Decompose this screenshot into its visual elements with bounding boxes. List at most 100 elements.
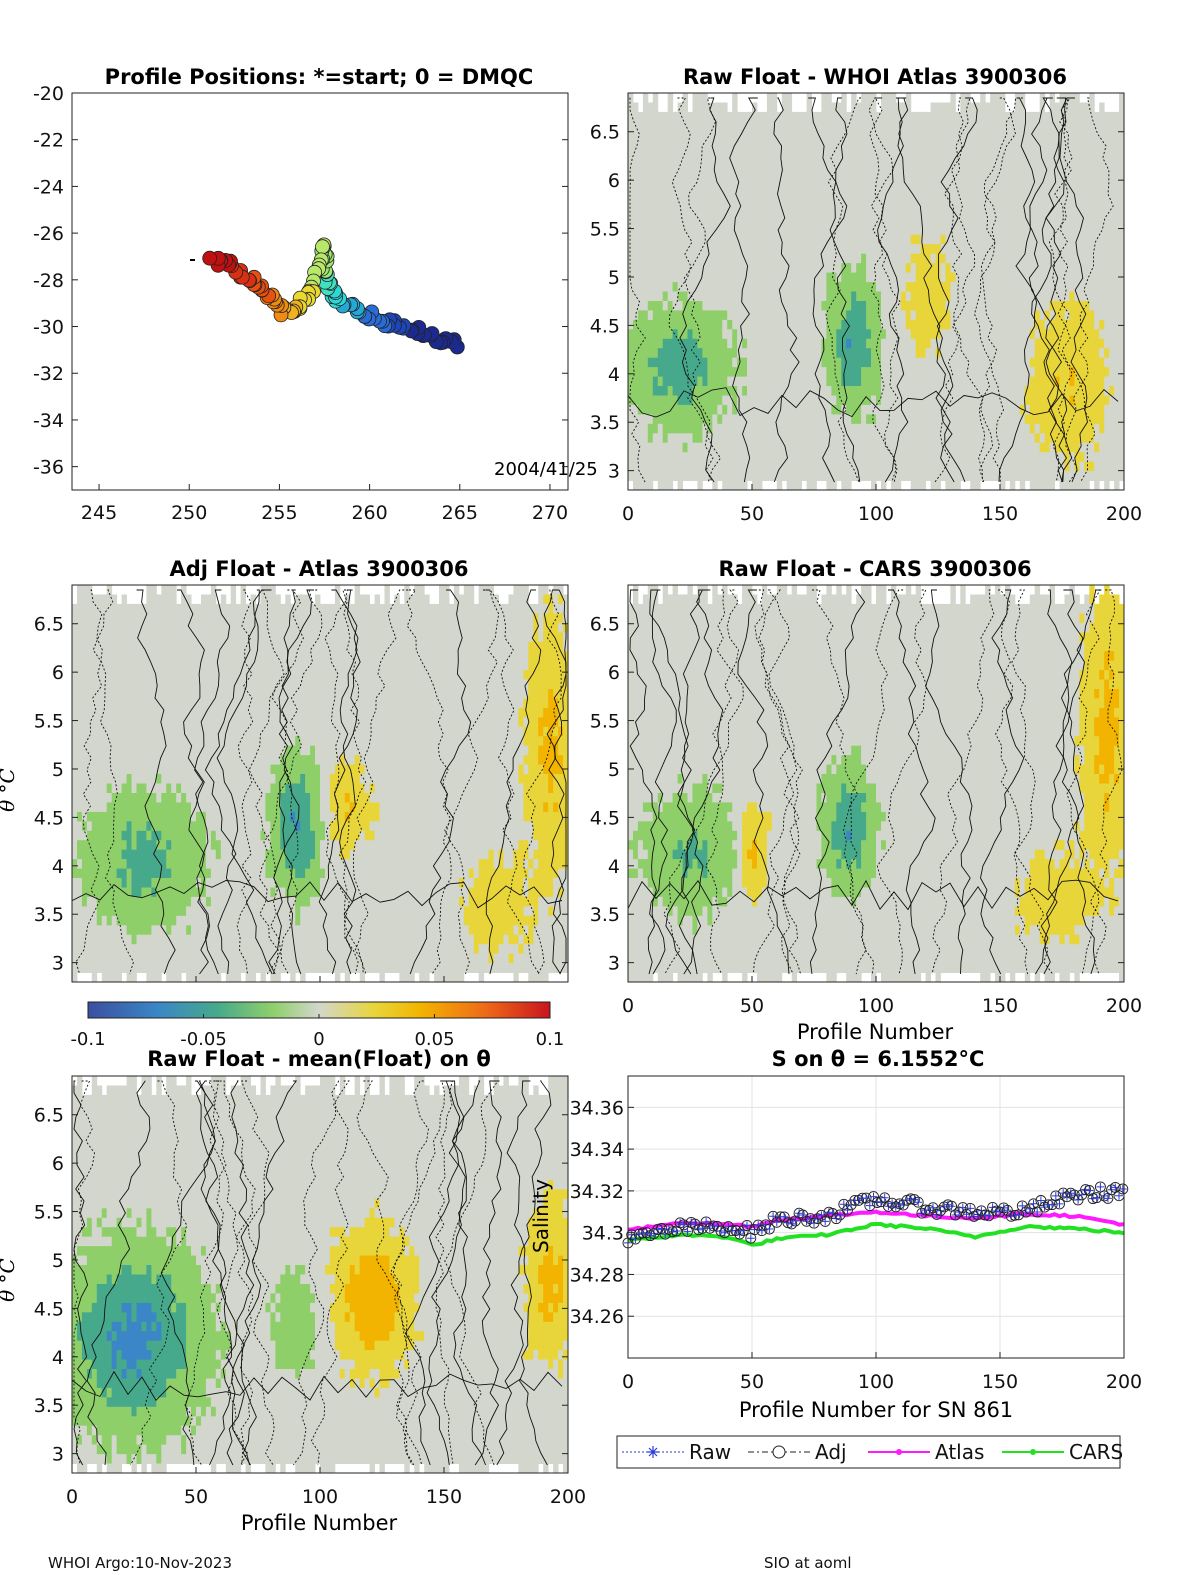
heatmap-cell — [771, 215, 778, 226]
heatmap-cell — [677, 253, 683, 264]
heatmap-cell — [975, 149, 981, 160]
heatmap-cell — [831, 301, 837, 311]
heatmap-cell — [1019, 168, 1026, 179]
heatmap-cell — [955, 130, 961, 141]
heatmap-cell — [1009, 187, 1016, 198]
heatmap-cell — [652, 357, 659, 368]
heatmap-cell — [1054, 225, 1060, 236]
heatmap-cell — [662, 414, 669, 425]
heatmap-cell — [633, 291, 639, 302]
heatmap-cell — [1049, 140, 1055, 151]
heatmap-cell — [672, 178, 678, 188]
heatmap-cell — [1119, 319, 1125, 330]
heatmap-cell — [717, 319, 723, 330]
heatmap-cell — [687, 215, 693, 226]
heatmap-cell — [747, 206, 753, 217]
heatmap-cell — [890, 423, 897, 434]
heatmap-cell — [657, 234, 664, 245]
heatmap-cell — [1104, 197, 1110, 207]
heatmap-cell — [96, 953, 103, 964]
heatmap-cell — [970, 442, 976, 453]
heatmap-cell — [940, 102, 946, 113]
heatmap-cell — [821, 215, 827, 226]
heatmap-cell — [766, 395, 773, 406]
heatmap-cell — [960, 225, 966, 236]
heatmap-cell — [1000, 225, 1006, 236]
heatmap-cell — [975, 338, 981, 349]
heatmap-cell — [1044, 367, 1050, 377]
heatmap-cell — [106, 849, 113, 860]
heatmap-cell — [757, 310, 763, 321]
heatmap-cell — [1089, 178, 1095, 188]
heatmap-cell — [761, 168, 768, 179]
heatmap-cell — [732, 121, 738, 132]
heatmap-cell — [1084, 395, 1090, 406]
heatmap-cell — [1029, 121, 1036, 132]
heatmap-cell — [682, 121, 688, 132]
heatmap-cell — [1089, 149, 1095, 160]
heatmap-cell — [980, 348, 986, 359]
heatmap-cell — [950, 338, 956, 349]
heatmap-cell — [77, 849, 83, 860]
heatmap-cell — [940, 140, 946, 151]
heatmap-cell — [77, 811, 83, 822]
heatmap-cell — [116, 953, 122, 964]
heatmap-cell — [761, 291, 768, 302]
heatmap-cell — [1069, 471, 1075, 481]
heatmap-cell — [960, 140, 966, 151]
heatmap-cell — [717, 433, 723, 444]
heatmap-cell — [960, 395, 966, 406]
heatmap-cell — [657, 480, 664, 491]
heatmap-cell — [806, 187, 812, 198]
heatmap-cell — [1029, 452, 1036, 463]
heatmap-cell — [121, 689, 127, 699]
heatmap-cell — [1074, 253, 1080, 264]
heatmap-cell — [925, 452, 931, 463]
map-xtick-label: 270 — [532, 502, 568, 524]
heatmap-cell — [692, 197, 698, 207]
heatmap-cell — [1044, 197, 1050, 207]
heatmap-cell — [707, 301, 713, 311]
heatmap-cell — [791, 480, 798, 491]
heatmap-cell — [876, 168, 882, 179]
heatmap-cell — [717, 187, 723, 198]
heatmap-cell — [1014, 338, 1021, 349]
heatmap-cell — [737, 433, 743, 444]
heatmap-cell — [1099, 206, 1105, 217]
heatmap-cell — [72, 963, 78, 973]
heatmap-cell — [895, 111, 902, 122]
heatmap-cell — [915, 414, 922, 425]
heatmap-cell — [722, 168, 728, 179]
heatmap-cell — [955, 253, 961, 264]
heatmap-cell — [945, 244, 951, 255]
heatmap-cell — [866, 282, 872, 292]
heatmap-cell — [672, 376, 678, 387]
heatmap-cell — [657, 433, 664, 444]
heatmap-cell — [737, 442, 743, 453]
heatmap-cell — [915, 433, 922, 444]
heatmap-cell — [692, 140, 698, 151]
heatmap-cell — [101, 641, 108, 652]
heatmap-cell — [106, 698, 113, 709]
heatmap-cell — [707, 282, 713, 292]
heatmap-cell — [766, 348, 773, 359]
heatmap-cell — [1104, 367, 1110, 377]
heatmap-cell — [697, 367, 703, 377]
heatmap-cell — [77, 717, 83, 728]
heatmap-cell — [657, 244, 664, 255]
heatmap-cell — [692, 244, 698, 255]
heatmap-cell — [851, 93, 857, 103]
heatmap-cell — [687, 367, 693, 377]
heatmap-cell — [116, 670, 122, 680]
heatmap-cell — [1034, 263, 1041, 273]
heatmap-cell — [1039, 433, 1046, 444]
heatmap-cell — [1094, 329, 1100, 340]
heatmap-cell — [136, 641, 142, 652]
heatmap-cell — [1114, 215, 1120, 226]
heatmap-cell — [856, 130, 862, 141]
heatmap-cell — [786, 121, 793, 132]
heatmap-cell — [890, 367, 897, 377]
heatmap-cell — [682, 329, 688, 340]
heatmap-cell — [836, 111, 842, 122]
heatmap-cell — [1029, 187, 1036, 198]
